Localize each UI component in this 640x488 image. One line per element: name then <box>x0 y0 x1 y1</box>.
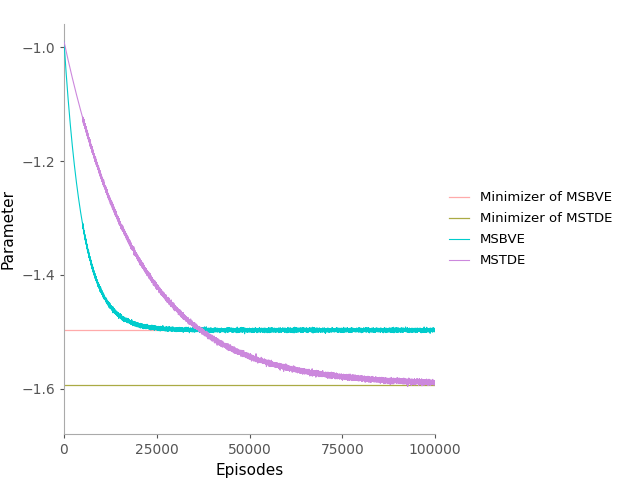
MSBVE <box>404 328 412 334</box>
MSBVE <box>260 328 268 334</box>
Minimizer of MSBVE <box>60 327 68 333</box>
Y-axis label: Parameter: Parameter <box>1 189 15 269</box>
X-axis label: Episodes: Episodes <box>216 463 284 478</box>
MSTDE <box>431 378 439 384</box>
Line: MSBVE: MSBVE <box>64 41 435 334</box>
MSTDE <box>260 358 268 364</box>
MSTDE <box>103 189 111 195</box>
Legend: Minimizer of MSBVE, Minimizer of MSTDE, MSBVE, MSTDE: Minimizer of MSBVE, Minimizer of MSTDE, … <box>449 191 612 267</box>
MSBVE <box>363 327 371 333</box>
MSBVE <box>326 326 333 332</box>
Line: MSTDE: MSTDE <box>64 41 435 386</box>
MSTDE <box>60 39 68 44</box>
MSTDE <box>326 373 333 379</box>
MSBVE <box>103 298 111 304</box>
MSTDE <box>255 356 263 362</box>
Minimizer of MSTDE <box>60 382 68 388</box>
Minimizer of MSTDE <box>60 382 68 388</box>
MSTDE <box>404 378 412 384</box>
Minimizer of MSBVE <box>60 327 68 333</box>
MSTDE <box>404 384 412 389</box>
MSBVE <box>431 327 439 333</box>
MSBVE <box>60 39 68 44</box>
MSBVE <box>255 328 263 334</box>
MSBVE <box>241 331 248 337</box>
MSTDE <box>363 375 371 381</box>
